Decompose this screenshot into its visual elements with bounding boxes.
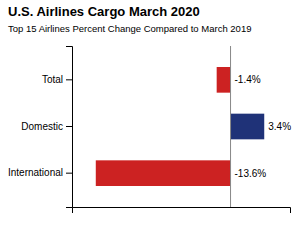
chart: U.S. Airlines Cargo March 2020 Top 15 Air…: [0, 0, 300, 225]
data-label: -1.4%: [235, 74, 261, 85]
bar: [231, 114, 265, 140]
y-tick-mark: [66, 79, 72, 80]
plot: Total Domestic International -1.4% 3.4% -13.6…: [8, 46, 291, 213]
title: U.S. Airlines Cargo March 2020: [8, 4, 200, 19]
subtitle: Top 15 Airlines Percent Change Compared …: [8, 23, 251, 34]
y-tick-mark: [66, 126, 72, 127]
bar: [96, 160, 231, 186]
data-label: 3.4%: [268, 121, 291, 132]
x-axis: [73, 208, 291, 214]
y-axis: Total Domestic International: [8, 47, 73, 208]
category-label: Domestic: [21, 121, 63, 132]
y-axis-line: [66, 47, 73, 208]
y-tick: International: [8, 167, 72, 178]
zero-line: [230, 46, 231, 207]
bars: [96, 46, 264, 207]
y-tick: Domestic: [21, 121, 72, 132]
x-axis-line: [73, 208, 291, 214]
data-labels: -1.4% 3.4% -13.6%: [235, 74, 292, 178]
category-label: International: [8, 167, 63, 178]
bar: [217, 67, 231, 93]
y-tick: Total: [42, 74, 72, 85]
y-tick-mark: [66, 173, 72, 174]
category-label: Total: [42, 74, 63, 85]
data-label: -13.6%: [235, 168, 267, 179]
